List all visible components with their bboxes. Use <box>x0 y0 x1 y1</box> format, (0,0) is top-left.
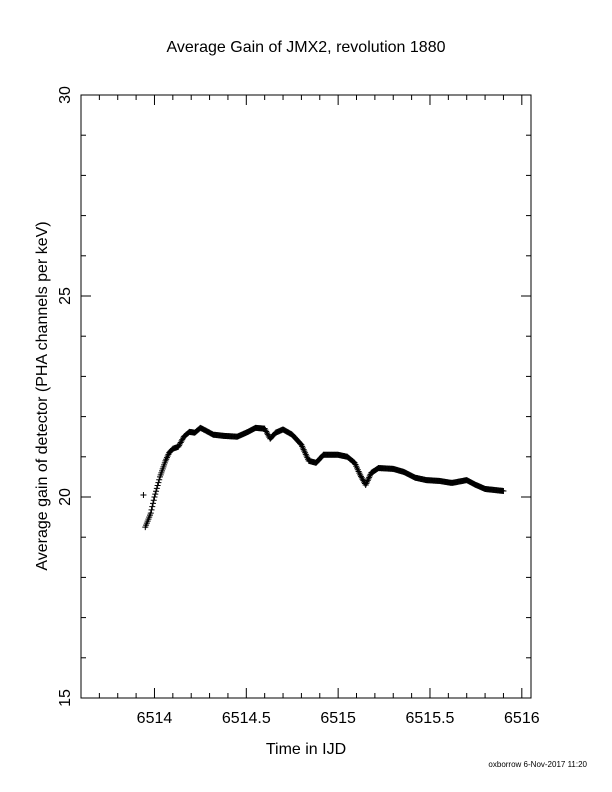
x-tick-label: 6514 <box>137 710 173 727</box>
data-point <box>148 506 155 513</box>
data-point <box>150 500 156 507</box>
y-tick-label: 20 <box>57 488 74 506</box>
y-tick-label: 15 <box>57 689 74 707</box>
data-points <box>140 424 507 531</box>
x-axis-label: Time in IJD <box>266 741 346 758</box>
x-tick-label: 6514.5 <box>222 710 271 727</box>
data-point <box>152 491 159 498</box>
data-point <box>150 497 157 504</box>
data-point <box>151 494 158 500</box>
x-tick-label: 6515.5 <box>406 710 455 727</box>
x-tick-labels: 6514 6514.5 6515 6515.5 6516 <box>137 710 540 727</box>
data-point <box>140 491 147 498</box>
data-point <box>147 510 154 517</box>
plot-frame <box>80 94 532 699</box>
data-point <box>149 503 156 510</box>
x-tick-label: 6516 <box>504 710 540 727</box>
chart-title: Average Gain of JMX2, revolution 1880 <box>167 39 446 56</box>
data-point <box>500 487 507 494</box>
axis-ticks <box>80 94 531 699</box>
x-tick-label: 6515 <box>320 710 356 727</box>
data-point <box>155 479 162 486</box>
data-point <box>153 485 160 492</box>
y-tick-labels: 15 20 25 30 <box>57 86 74 707</box>
y-tick-label: 30 <box>57 86 74 104</box>
y-axis-label: Average gain of detector (PHA channels p… <box>34 221 51 570</box>
credit-stamp: oxborrow 6-Nov-2017 11:20 <box>488 760 587 769</box>
data-point <box>153 488 160 495</box>
data-point <box>154 482 161 489</box>
y-tick-label: 25 <box>57 287 74 305</box>
data-point <box>156 476 163 483</box>
